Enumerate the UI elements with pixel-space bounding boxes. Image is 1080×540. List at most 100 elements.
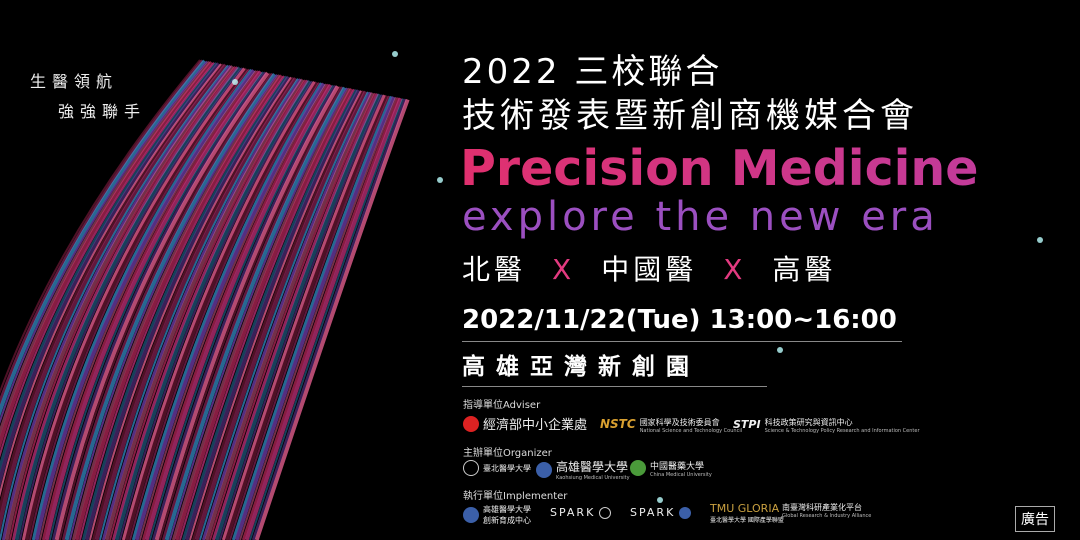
light-stripe (0, 63, 228, 534)
light-stripe (0, 62, 218, 473)
light-stripe (81, 75, 288, 540)
light-stripe (189, 90, 362, 540)
light-stripe (14, 66, 242, 540)
logo-kmu: 高雄醫學大學 Kaohsiung Medical University (536, 458, 630, 481)
light-stripe (21, 67, 246, 540)
title-line1: 2022 三校聯合 (462, 52, 723, 92)
light-stripe (9, 66, 236, 540)
light-stripe (234, 96, 396, 540)
cross-2: X (723, 253, 747, 286)
light-stripe (179, 88, 355, 540)
logo-cmu: 中國醫藥大學 China Medical University (630, 458, 712, 478)
glow-dot (437, 177, 443, 183)
light-stripe (141, 83, 330, 540)
light-stripe (211, 93, 379, 540)
light-stripe (149, 84, 334, 540)
light-stripe (0, 60, 214, 451)
light-stripe (91, 76, 295, 540)
light-stripe (31, 68, 253, 540)
light-stripe (71, 74, 281, 540)
light-stripe (51, 71, 267, 540)
light-stripe (171, 87, 351, 540)
logo-tmu-gloria: TMU GLORIA 臺北醫學大學 國際產學聯盟 (710, 502, 784, 524)
light-stripe (0, 59, 201, 395)
light-stripe (144, 83, 333, 540)
light-stripe (134, 82, 326, 540)
light-stripe (131, 82, 323, 540)
light-stripe (164, 86, 347, 540)
light-stripe (19, 67, 243, 540)
light-stripe (64, 73, 277, 540)
sme-icon (463, 415, 479, 432)
light-stripe (0, 60, 211, 437)
light-stripe (221, 94, 386, 540)
logo-tmu: 臺北醫學大學 (463, 460, 531, 476)
light-stripe (0, 64, 229, 540)
light-stripe (0, 59, 207, 418)
logo-spark-kmu: SPARK (630, 506, 692, 519)
light-stripe (4, 64, 235, 540)
light-stripe (101, 78, 302, 540)
light-stripe (0, 63, 225, 516)
glow-dot (777, 347, 783, 353)
light-stripe (139, 83, 327, 540)
light-stripe (41, 70, 260, 540)
light-stripe (0, 60, 208, 425)
subheadline: explore the new era (462, 194, 939, 240)
light-stripe (191, 90, 365, 540)
light-stripe (114, 79, 312, 540)
light-stripe (251, 98, 407, 540)
organizer-label: 主辦單位Organizer (463, 448, 552, 459)
slogan-line2: 強強聯手 (58, 102, 147, 121)
event-venue: 高雄亞灣新創園 (462, 347, 767, 387)
light-stripe (74, 74, 284, 540)
light-stripe (11, 66, 239, 540)
logo-nstc: NSTC 國家科學及技術委員會 National Science and Techn… (600, 417, 743, 434)
glow-dot (392, 51, 398, 57)
light-stripe (34, 69, 256, 540)
light-stripe (99, 78, 299, 540)
light-stripe (69, 74, 278, 540)
light-stripe (94, 77, 298, 540)
light-stripe (151, 85, 337, 540)
logo-sme: 經濟部中小企業處 (463, 414, 587, 433)
light-stripe (129, 82, 320, 540)
ad-badge: 廣告 (1015, 506, 1055, 532)
light-stripe (229, 95, 390, 540)
light-stripe (231, 95, 393, 540)
light-stripe (49, 71, 264, 540)
schools: 北醫 X 中國醫 X 高醫 (462, 248, 836, 288)
light-stripe (154, 85, 340, 540)
light-stripe (121, 80, 316, 540)
light-stripe (79, 75, 285, 540)
logo-spark-tmu: SPARK (550, 506, 612, 519)
light-stripe (161, 86, 344, 540)
light-stripe (119, 80, 313, 540)
slogan-line1: 生醫領航 (30, 72, 119, 91)
light-stripe (124, 81, 319, 540)
school-cmu: 中國醫 (601, 253, 698, 286)
headline: Precision Medicine (460, 140, 979, 197)
logo-stpi: STPI 科技政策研究與資訊中心 Science & Technology Poli… (733, 417, 920, 435)
cross-1: X (552, 253, 576, 286)
glow-dot (657, 497, 663, 503)
light-stripe (54, 71, 270, 540)
light-stripe (199, 91, 369, 540)
light-stripe (0, 63, 222, 498)
light-stripe (89, 76, 292, 540)
light-stripe (181, 89, 358, 540)
kmu-icon (536, 461, 552, 478)
light-stripe (239, 96, 397, 540)
light-stripe (104, 78, 305, 540)
kmu-icon (679, 506, 692, 519)
light-stripe (1, 64, 232, 540)
light-stripe (159, 86, 341, 540)
implementer-label: 執行單位Implementer (463, 491, 568, 502)
light-stripe (109, 79, 306, 540)
tmu-icon (463, 460, 479, 476)
logo-kmu-incubator: 高雄醫學大學 創新育成中心 (463, 504, 531, 526)
light-stripe (111, 79, 309, 540)
light-stripe (39, 70, 257, 540)
tmu-icon (599, 506, 612, 519)
